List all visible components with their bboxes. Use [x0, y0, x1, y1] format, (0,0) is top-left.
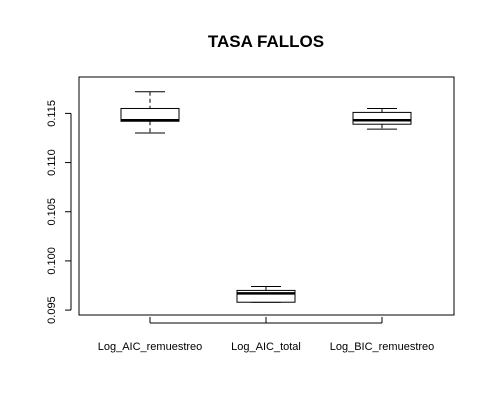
box-iqr [236, 289, 296, 303]
y-tick-label: 0.110 [46, 149, 58, 176]
box-Log_AIC_total [236, 285, 296, 303]
y-tick-label: 0.115 [46, 100, 58, 127]
box-Log_BIC_remuestreo [352, 107, 412, 130]
x-axis: Log_AIC_remuestreo Log_AIC_total Log_BIC_r… [98, 317, 435, 353]
boxes-group [120, 91, 412, 303]
box-Log_AIC_remuestreo [120, 91, 180, 134]
box-iqr [352, 111, 412, 125]
y-tick-label: 0.105 [46, 198, 58, 226]
plot-frame [78, 76, 455, 316]
x-tick-label: Log_AIC_remuestreo [98, 341, 203, 353]
x-tick-label: Log_AIC_total [231, 341, 301, 353]
chart-title: TASA FALLOS [208, 32, 324, 51]
y-tick-label: 0.095 [46, 296, 58, 324]
y-tick-label: 0.100 [46, 247, 58, 275]
y-axis: 0.095 0.100 0.105 0.110 0.115 [46, 100, 72, 324]
x-tick-label: Log_BIC_remuestreo [330, 341, 435, 353]
